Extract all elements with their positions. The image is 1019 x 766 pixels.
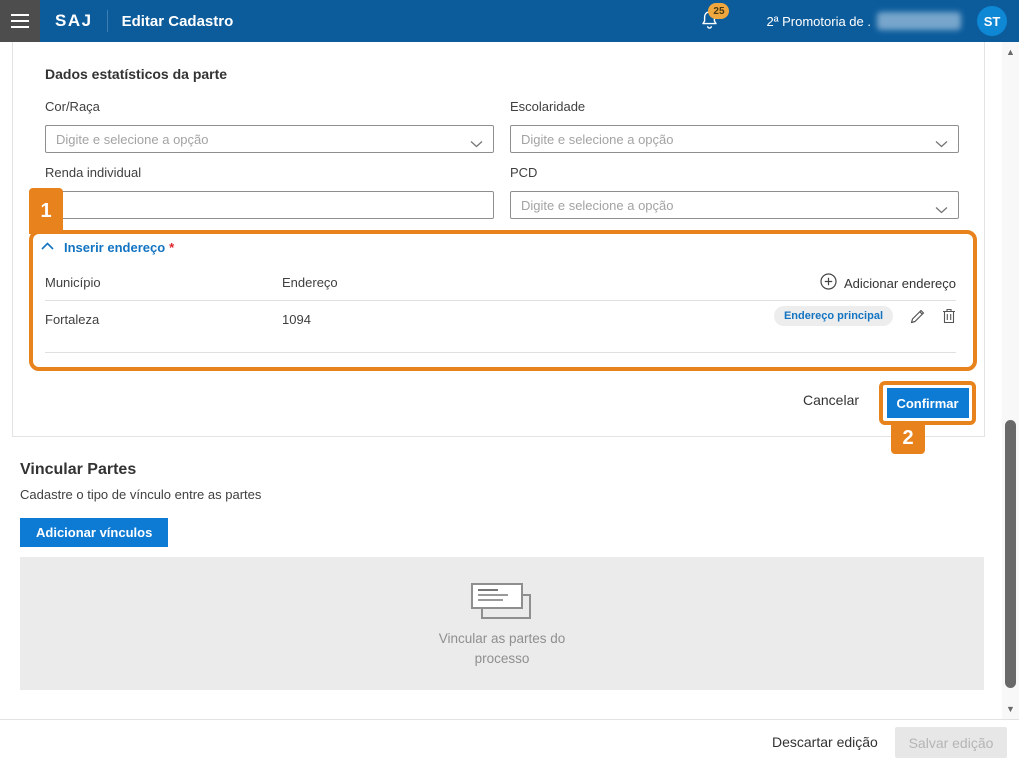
party-edit-card: Dados estatísticos da parte Cor/Raça Dig…: [12, 42, 985, 454]
vincular-partes-title: Vincular Partes: [20, 461, 137, 478]
escolaridade-label: Escolaridade: [510, 99, 586, 114]
cell-endereco: 1094: [282, 312, 311, 327]
vinculos-empty-state: Vincular as partes do processo: [20, 557, 984, 690]
row-actions: Endereço principal: [773, 306, 956, 326]
address-section-toggle[interactable]: Inserir endereço *: [41, 238, 174, 256]
address-principal-badge: Endereço principal: [773, 306, 893, 326]
table-divider: [45, 352, 956, 353]
plus-circle-icon: [820, 273, 837, 293]
topbar-right: 25 2ª Promotoria de . ST: [700, 3, 1019, 36]
edit-address-button[interactable]: [909, 308, 926, 325]
add-address-label: Adicionar endereço: [843, 275, 956, 291]
notifications-button[interactable]: 25: [700, 3, 730, 35]
annotation-step-1: 1: [29, 188, 63, 234]
vincular-partes-subtitle: Cadastre o tipo de vínculo entre as part…: [20, 487, 262, 502]
pcd-placeholder: Digite e selecione a opção: [521, 197, 674, 213]
add-address-button[interactable]: Adicionar endereço: [820, 273, 956, 293]
column-header-endereco: Endereço: [282, 275, 338, 290]
address-section-title: Inserir endereço: [64, 239, 166, 255]
trash-icon: [942, 308, 956, 327]
annotation-step-2: 2: [891, 423, 925, 454]
empty-state-text: Vincular as partes do processo: [438, 631, 566, 666]
chevron-down-icon: [935, 202, 948, 217]
scroll-down-icon[interactable]: ▼: [1006, 704, 1015, 714]
scroll-up-icon[interactable]: ▲: [1006, 47, 1015, 57]
pcd-select[interactable]: Digite e selecione a opção: [510, 191, 959, 219]
add-vinculos-button[interactable]: Adicionar vínculos: [20, 518, 169, 547]
required-marker: *: [169, 239, 175, 255]
page-title: Editar Cadastro: [121, 12, 234, 30]
redacted-text: [877, 12, 961, 30]
cor-raca-select[interactable]: Digite e selecione a opção: [45, 125, 494, 153]
vertical-scrollbar[interactable]: ▲ ▼: [1002, 42, 1019, 719]
chevron-down-icon: [470, 136, 483, 151]
cell-municipio: Fortaleza: [45, 312, 100, 327]
office-label: 2ª Promotoria de .: [766, 13, 871, 29]
annotation-box-confirm: Confirmar: [879, 381, 976, 425]
topbar-divider: [106, 10, 108, 32]
pencil-icon: [909, 309, 926, 328]
app-logo: SAJ: [55, 11, 93, 30]
delete-address-button[interactable]: [942, 308, 956, 324]
cor-raca-placeholder: Digite e selecione a opção: [56, 131, 209, 147]
notification-count-badge: 25: [708, 3, 730, 19]
escolaridade-placeholder: Digite e selecione a opção: [521, 131, 674, 147]
menu-icon[interactable]: [0, 0, 40, 42]
chevron-down-icon: [935, 136, 948, 151]
bell-icon: [700, 11, 719, 35]
save-button-disabled[interactable]: Salvar edição: [895, 727, 1007, 758]
renda-individual-input[interactable]: [45, 191, 494, 219]
renda-individual-label: Renda individual: [45, 165, 142, 180]
footer-divider: [0, 719, 1019, 720]
cancel-button[interactable]: Cancelar: [803, 392, 860, 408]
pcd-label: PCD: [510, 165, 538, 180]
column-header-municipio: Município: [45, 275, 101, 290]
confirm-button[interactable]: Confirmar: [886, 388, 969, 418]
scrollbar-thumb[interactable]: [1005, 420, 1016, 688]
avatar[interactable]: ST: [977, 6, 1007, 36]
statistics-section-title: Dados estatísticos da parte: [45, 66, 228, 82]
linked-cards-icon: [471, 583, 533, 621]
escolaridade-select[interactable]: Digite e selecione a opção: [510, 125, 959, 153]
top-bar: SAJ Editar Cadastro 25 2ª Promotoria de …: [0, 0, 1019, 42]
chevron-up-icon: [41, 238, 54, 256]
discard-button[interactable]: Descartar edição: [772, 734, 878, 750]
cor-raca-label: Cor/Raça: [45, 99, 100, 114]
table-divider: [45, 300, 956, 301]
